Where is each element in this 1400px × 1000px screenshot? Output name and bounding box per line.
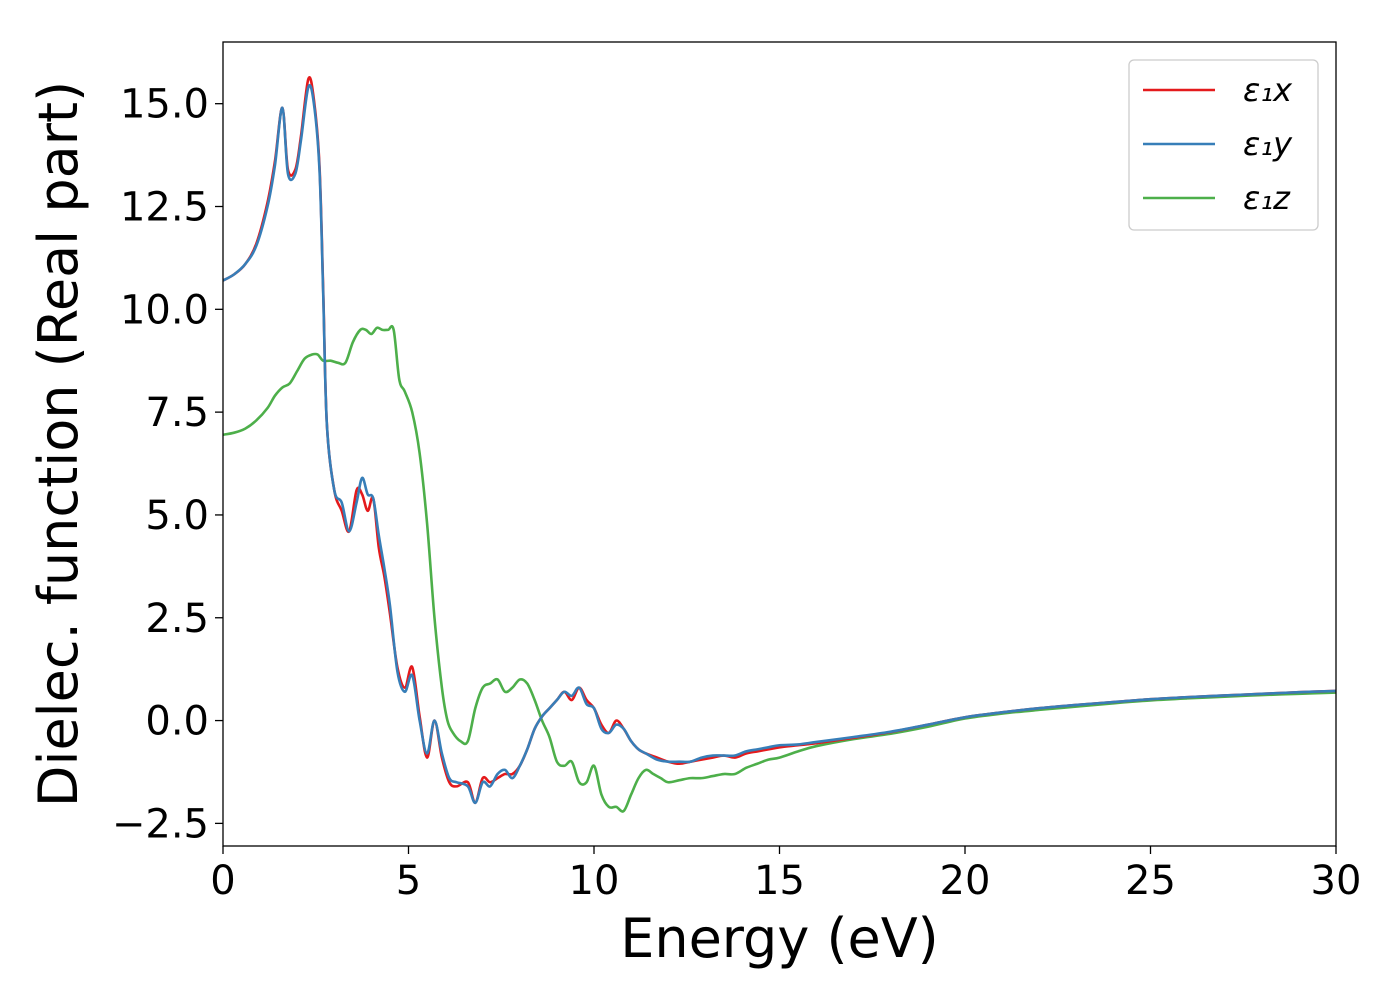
legend-box <box>1128 59 1319 231</box>
series-line-1 <box>223 83 1336 805</box>
y-tick-label: 7.5 <box>145 390 209 436</box>
y-tick-label: −2.5 <box>112 801 209 847</box>
y-tick-label: 2.5 <box>145 596 209 642</box>
x-tick-label: 30 <box>1311 858 1362 904</box>
legend: ε₁x ε₁y ε₁z <box>1128 59 1319 231</box>
y-tick-label: 12.5 <box>120 185 209 231</box>
y-tick-label: 10.0 <box>120 287 209 333</box>
legend-label-1: ε₁y <box>1243 125 1293 163</box>
series-line-2 <box>223 324 1336 813</box>
y-tick-label: 0.0 <box>145 699 209 745</box>
x-tick-label: 25 <box>1125 858 1176 904</box>
legend-label-0: ε₁x <box>1243 71 1293 109</box>
x-tick-label: 5 <box>396 858 421 904</box>
x-axis-label: Energy (eV) <box>620 907 939 970</box>
y-tick-label: 5.0 <box>145 493 209 539</box>
x-tick-label: 10 <box>569 858 620 904</box>
legend-label-2: ε₁z <box>1243 179 1291 217</box>
x-tick-label: 0 <box>210 858 235 904</box>
y-tick-label: 15.0 <box>120 82 209 128</box>
series-lines <box>223 76 1336 813</box>
x-tick-label: 20 <box>940 858 991 904</box>
x-tick-label: 15 <box>754 858 805 904</box>
x-axis-ticks: 0 5 10 15 20 25 30 <box>210 846 1361 904</box>
y-axis-label: Dielec. function (Real part) <box>27 81 90 807</box>
y-axis-ticks: −2.5 0.0 2.5 5.0 7.5 10.0 12.5 15.0 <box>112 82 223 847</box>
